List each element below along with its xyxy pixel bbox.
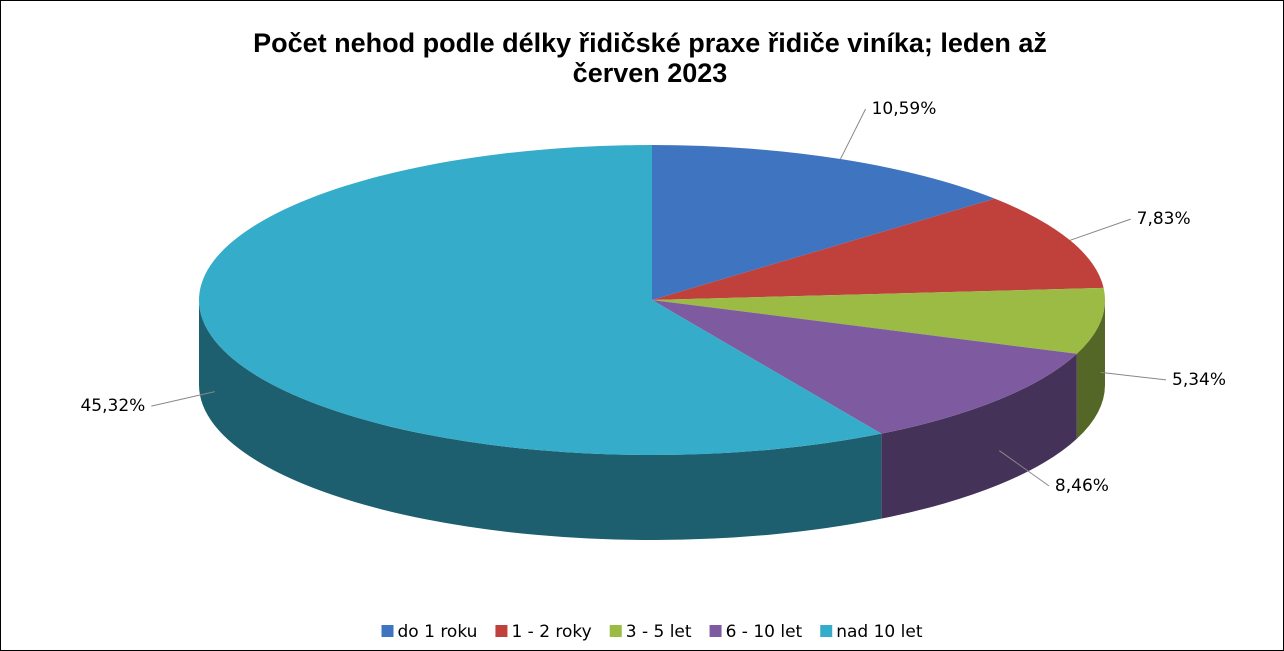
leader-line: [840, 108, 867, 160]
leader-line: [1100, 371, 1167, 381]
leader-line: [998, 450, 1050, 487]
legend-label: 3 - 5 let: [626, 622, 692, 642]
legend-label: do 1 roku: [398, 622, 478, 642]
data-label: 8,46%: [1055, 476, 1109, 496]
data-label: 7,83%: [1137, 209, 1191, 229]
legend-swatch: [609, 625, 622, 637]
data-label: 10,59%: [872, 99, 937, 119]
legend-label: 1 - 2 roky: [511, 622, 591, 642]
chart-title: Počet nehod podle délky řidičské praxe ř…: [253, 28, 1047, 88]
data-label: 5,34%: [1172, 370, 1226, 390]
legend-swatch: [495, 625, 508, 637]
legend-swatch: [820, 625, 833, 637]
slice-side: [1076, 300, 1105, 439]
legend: do 1 roku 1 - 2 roky 3 - 5 let 6 - 10 let na…: [381, 622, 923, 642]
legend-swatch: [381, 625, 394, 637]
slice-side: [199, 300, 882, 540]
legend-label: nad 10 let: [836, 622, 923, 642]
slice: [652, 198, 1104, 300]
slice-side: [881, 353, 1077, 519]
legend-swatch: [709, 625, 722, 637]
data-label: 45,32%: [80, 396, 145, 416]
slice: [652, 287, 1105, 354]
slice: [652, 145, 995, 300]
slice: [652, 300, 1077, 434]
leader-line: [151, 391, 215, 407]
legend-label: 6 - 10 let: [726, 622, 803, 642]
leader-line: [1069, 218, 1131, 241]
slice: [198, 145, 882, 455]
